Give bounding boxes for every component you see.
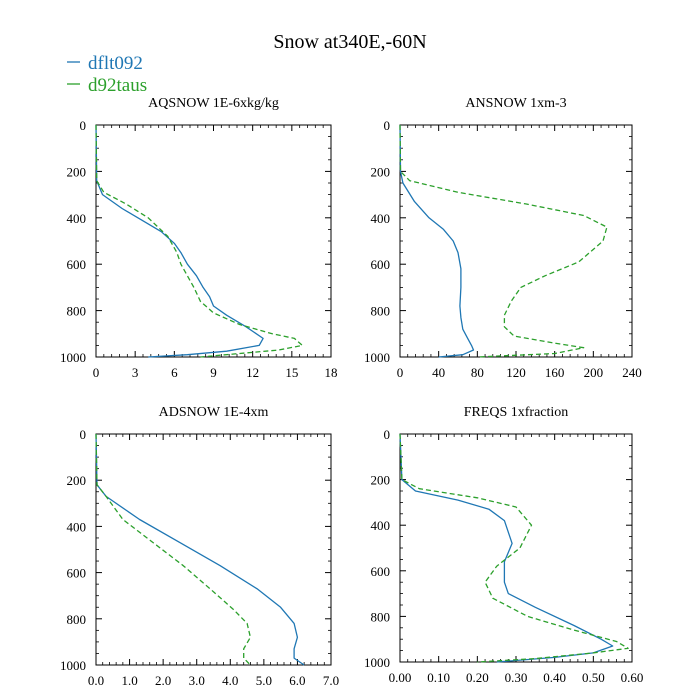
y-tick-label-adsnow: 600: [67, 566, 87, 581]
x-tick-label-adsnow: 1.0: [121, 673, 137, 688]
x-tick-label-freqs: 0.50: [582, 670, 605, 685]
x-tick-label-adsnow: 7.0: [323, 673, 339, 688]
x-tick-label-adsnow: 5.0: [256, 673, 272, 688]
x-tick-label-aqsnow: 18: [325, 365, 338, 380]
x-tick-label-freqs: 0.60: [621, 670, 644, 685]
x-tick-label-aqsnow: 6: [171, 365, 178, 380]
y-tick-label-aqsnow: 0: [80, 118, 87, 133]
series-line-d92taus-freqs: [399, 433, 629, 663]
y-tick-label-aqsnow: 800: [67, 304, 87, 319]
y-tick-label-freqs: 0: [384, 427, 391, 442]
x-tick-label-adsnow: 3.0: [189, 673, 205, 688]
x-tick-label-ansnow: 200: [584, 365, 604, 380]
y-tick-label-aqsnow: 400: [67, 211, 87, 226]
y-tick-label-adsnow: 1000: [60, 658, 86, 673]
y-tick-label-ansnow: 200: [371, 164, 391, 179]
x-tick-label-adsnow: 0.0: [88, 673, 104, 688]
x-tick-label-ansnow: 240: [622, 365, 642, 380]
y-tick-label-ansnow: 400: [371, 211, 391, 226]
y-tick-label-ansnow: 600: [371, 257, 391, 272]
series-line-dflt092-freqs: [399, 433, 614, 663]
x-tick-label-adsnow: 6.0: [289, 673, 305, 688]
y-tick-label-adsnow: 400: [67, 519, 87, 534]
axes-frame-freqs: [399, 433, 633, 663]
y-tick-label-freqs: 400: [371, 518, 391, 533]
panel-title-aqsnow: AQSNOW 1E-6xkg/kg: [148, 96, 279, 111]
series-line-dflt092-aqsnow: [95, 124, 264, 358]
panel-title-freqs: FREQS 1xfraction: [464, 405, 569, 420]
legend-label-dflt092: dflt092: [88, 53, 143, 74]
y-tick-label-aqsnow: 1000: [60, 350, 86, 365]
series-line-dflt092-ansnow: [399, 124, 475, 358]
x-tick-label-ansnow: 80: [471, 365, 484, 380]
x-tick-label-aqsnow: 12: [246, 365, 259, 380]
y-tick-label-adsnow: 200: [67, 473, 87, 488]
x-tick-label-aqsnow: 15: [285, 365, 298, 380]
x-tick-label-ansnow: 160: [545, 365, 565, 380]
x-tick-label-freqs: 0.10: [427, 670, 450, 685]
figure-title: Snow at340E,-60N: [273, 31, 426, 53]
x-tick-label-freqs: 0.00: [389, 670, 412, 685]
series-line-d92taus-aqsnow: [95, 124, 303, 358]
panel-title-adsnow: ADSNOW 1E-4xm: [159, 405, 269, 420]
x-tick-label-freqs: 0.40: [543, 670, 566, 685]
panel-aqsnow: AQSNOW 1E-6xkg/kg 0 200 400 600 800 1000 0 3 6 9 12…: [60, 96, 338, 380]
y-tick-label-adsnow: 0: [80, 427, 87, 442]
y-tick-label-adsnow: 800: [67, 612, 87, 627]
legend: dflt092 d92taus: [67, 53, 147, 96]
y-tick-label-freqs: 800: [371, 609, 391, 624]
x-tick-label-ansnow: 0: [397, 365, 404, 380]
y-tick-label-freqs: 600: [371, 564, 391, 579]
y-tick-label-aqsnow: 600: [67, 257, 87, 272]
y-tick-label-aqsnow: 200: [67, 164, 87, 179]
axes-frame-aqsnow: [95, 124, 332, 358]
y-tick-label-ansnow: 1000: [364, 350, 390, 365]
x-tick-label-freqs: 0.30: [505, 670, 528, 685]
x-tick-label-ansnow: 40: [432, 365, 445, 380]
panel-title-ansnow: ANSNOW 1xm-3: [465, 96, 566, 111]
x-tick-label-aqsnow: 0: [93, 365, 100, 380]
x-tick-label-ansnow: 120: [506, 365, 526, 380]
y-tick-label-freqs: 200: [371, 473, 391, 488]
series-line-d92taus-adsnow: [95, 433, 252, 666]
panel-ansnow: ANSNOW 1xm-3 0 200 400 600 800 1000 0 40 80 120 160…: [364, 96, 642, 380]
x-tick-label-aqsnow: 9: [210, 365, 217, 380]
x-tick-label-adsnow: 2.0: [155, 673, 171, 688]
axes-frame-ansnow: [399, 124, 633, 358]
x-tick-label-aqsnow: 3: [132, 365, 139, 380]
y-tick-label-freqs: 1000: [364, 655, 390, 670]
series-line-d92taus-ansnow: [399, 124, 608, 358]
x-tick-label-freqs: 0.20: [466, 670, 489, 685]
legend-label-d92taus: d92taus: [88, 75, 147, 96]
y-tick-label-ansnow: 0: [384, 118, 391, 133]
series-line-dflt092-adsnow: [95, 433, 305, 666]
y-tick-label-ansnow: 800: [371, 304, 391, 319]
x-tick-label-adsnow: 4.0: [222, 673, 238, 688]
